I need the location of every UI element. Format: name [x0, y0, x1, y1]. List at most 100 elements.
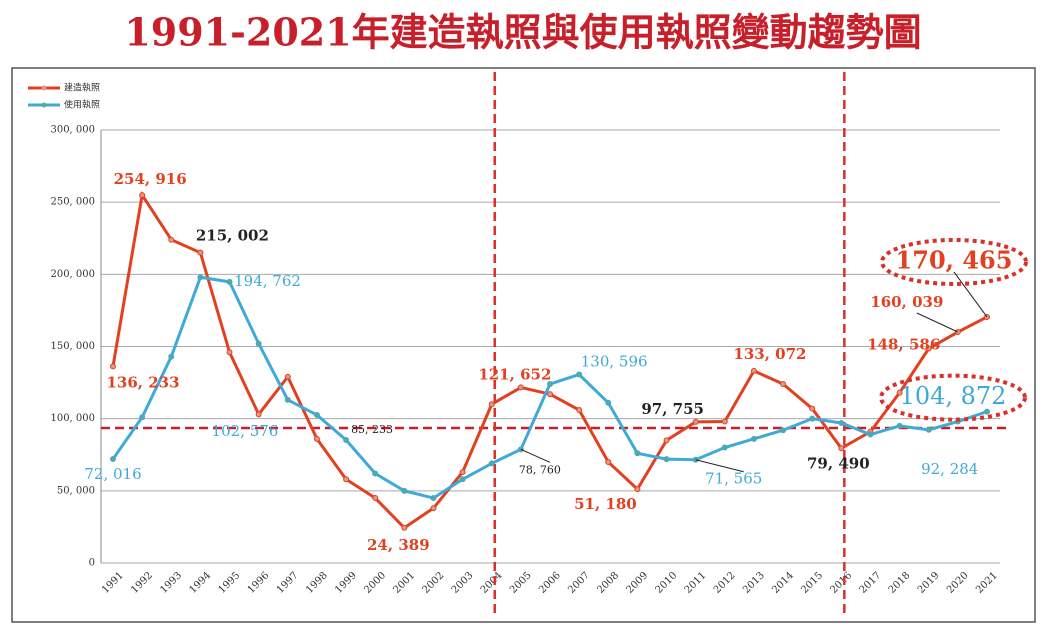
point — [547, 381, 553, 388]
x-tick-label: 2004 — [479, 570, 505, 596]
y-tick-label: 100, 000 — [50, 413, 95, 424]
x-tick-label: 2003 — [450, 570, 476, 596]
point — [692, 418, 699, 425]
x-tick-label: 2008 — [595, 570, 621, 596]
x-tick-label: 1993 — [158, 570, 184, 596]
data-label: 79, 490 — [807, 454, 870, 472]
point — [343, 476, 350, 483]
point — [488, 401, 495, 408]
data-label: 148, 586 — [867, 336, 940, 354]
data-label: 194, 762 — [234, 272, 301, 290]
data-label: 121, 652 — [478, 365, 551, 383]
data-label: 160, 039 — [870, 293, 943, 311]
legend-marker — [41, 102, 47, 108]
point — [459, 476, 466, 483]
x-tick-label: 2006 — [537, 570, 563, 596]
leader-line — [953, 271, 988, 318]
legend-marker — [41, 85, 47, 91]
x-tick-label: 2020 — [945, 570, 971, 596]
point — [663, 456, 670, 463]
point — [313, 435, 320, 442]
point — [867, 431, 874, 438]
data-label: 51, 180 — [574, 495, 637, 513]
x-tick-label: 1991 — [100, 570, 126, 596]
x-tick-label: 2007 — [566, 570, 592, 596]
highlight-circle — [879, 373, 1027, 422]
point — [401, 487, 408, 494]
point — [401, 524, 408, 531]
point — [372, 470, 379, 477]
point — [430, 495, 437, 502]
y-tick-label: 0 — [89, 558, 95, 569]
y-tick-label: 150, 000 — [50, 341, 95, 352]
point — [721, 444, 728, 451]
x-tick-label: 1992 — [129, 570, 155, 596]
point — [576, 371, 583, 378]
point — [110, 363, 116, 370]
point — [838, 419, 845, 426]
point — [284, 396, 291, 403]
point — [284, 373, 291, 380]
point — [605, 458, 612, 465]
x-tick-label: 2016 — [828, 570, 854, 596]
y-tick-label: 50, 000 — [57, 485, 95, 496]
point — [110, 456, 116, 463]
point — [925, 345, 932, 352]
chart-frame — [11, 67, 1036, 623]
x-tick-label: 2010 — [654, 570, 680, 596]
point — [547, 391, 553, 398]
point — [168, 353, 175, 360]
data-label: 72, 016 — [84, 465, 141, 483]
point — [197, 274, 204, 281]
data-label: 92, 284 — [921, 460, 978, 478]
legend-label: 使用執照 — [64, 99, 100, 111]
point — [634, 486, 641, 493]
x-tick-label: 2014 — [770, 570, 796, 596]
point — [226, 278, 233, 285]
x-tick-label: 2009 — [625, 570, 651, 596]
point — [372, 495, 379, 502]
point — [809, 415, 816, 422]
point — [255, 411, 262, 418]
point — [343, 436, 350, 443]
series-line — [111, 191, 988, 530]
data-label: 215, 002 — [196, 227, 269, 245]
point — [750, 367, 757, 374]
x-tick-label: 1997 — [275, 570, 301, 596]
point — [896, 389, 903, 396]
data-label: 170, 465 — [896, 245, 1013, 274]
point — [168, 236, 175, 243]
point — [139, 414, 146, 421]
point — [984, 408, 990, 415]
point — [197, 249, 204, 256]
data-label: 78, 760 — [519, 463, 561, 476]
x-tick-label: 2019 — [916, 570, 942, 596]
point — [226, 349, 233, 356]
highlight-circle — [880, 237, 1028, 286]
x-tick-label: 2013 — [741, 570, 767, 596]
data-label: 24, 389 — [367, 536, 430, 554]
x-tick-label: 1996 — [246, 570, 272, 596]
point — [517, 384, 524, 391]
point — [809, 405, 816, 412]
leader-line — [916, 312, 959, 333]
data-label: 254, 916 — [114, 170, 187, 188]
x-tick-label: 1995 — [217, 570, 243, 596]
x-tick-label: 2012 — [712, 570, 738, 596]
data-label: 102, 576 — [212, 422, 279, 440]
point — [605, 399, 612, 406]
chart-title: 1991-2021年建造執照與使用執照變動趨勢圖 — [124, 10, 921, 55]
point — [925, 426, 932, 433]
x-tick-label: 2011 — [683, 570, 709, 596]
data-label: 136, 233 — [106, 373, 179, 391]
data-label: 97, 755 — [641, 400, 704, 418]
point — [255, 340, 262, 347]
leader-line — [520, 448, 551, 463]
point — [430, 505, 437, 512]
point — [838, 445, 845, 452]
point — [139, 192, 146, 199]
legend-label: 建造執照 — [64, 82, 100, 94]
point — [750, 435, 757, 442]
x-tick-label: 1999 — [333, 570, 359, 596]
point — [634, 450, 641, 457]
